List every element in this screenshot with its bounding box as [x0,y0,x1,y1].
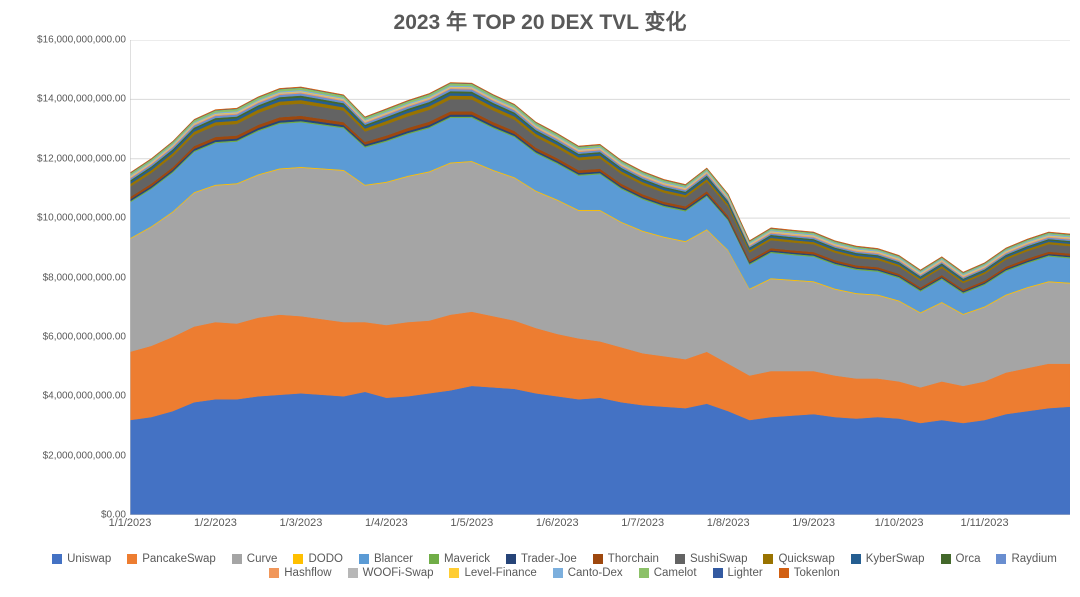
legend-swatch-icon [851,554,861,564]
legend-swatch-icon [506,554,516,564]
legend-swatch-icon [359,554,369,564]
legend-swatch-icon [639,568,649,578]
legend-label: Raydium [1011,553,1056,565]
legend-swatch-icon [553,568,563,578]
y-tick-label: $12,000,000,000.00 [37,153,126,164]
legend-swatch-icon [713,568,723,578]
y-axis: $0.00$2,000,000,000.00$4,000,000,000.00$… [10,40,130,515]
legend-item: KyberSwap [851,553,925,565]
legend-label: Lighter [728,567,763,579]
legend-label: Trader-Joe [521,553,577,565]
chart-title: 2023 年 TOP 20 DEX TVL 变化 [0,6,1080,36]
legend-label: Level-Finance [464,567,536,579]
legend-label: WOOFi-Swap [363,567,434,579]
legend-item: Curve [232,553,278,565]
legend-item: Tokenlon [779,567,840,579]
legend-item: Thorchain [593,553,659,565]
legend-swatch-icon [348,568,358,578]
x-tick-label: 1/5/2023 [450,517,493,529]
x-tick-label: 1/11/2023 [960,517,1008,529]
legend-item: PancakeSwap [127,553,216,565]
legend-item: Raydium [996,553,1056,565]
x-tick-label: 1/3/2023 [279,517,322,529]
legend-swatch-icon [232,554,242,564]
legend-item: Quickswap [763,553,834,565]
x-tick-label: 1/7/2023 [621,517,664,529]
legend-item: Orca [941,553,981,565]
legend-item: Camelot [639,567,697,579]
legend-item: Maverick [429,553,490,565]
legend-item: Level-Finance [449,567,536,579]
legend-label: KyberSwap [866,553,925,565]
legend-item: Trader-Joe [506,553,577,565]
legend-swatch-icon [593,554,603,564]
x-tick-label: 1/10/2023 [875,517,924,529]
x-tick-label: 1/2/2023 [194,517,237,529]
y-tick-label: $14,000,000,000.00 [37,94,126,105]
legend-label: Thorchain [608,553,659,565]
legend-item: WOOFi-Swap [348,567,434,579]
legend-label: DODO [308,553,343,565]
legend-label: Tokenlon [794,567,840,579]
legend-swatch-icon [449,568,459,578]
legend-swatch-icon [941,554,951,564]
y-tick-label: $16,000,000,000.00 [37,35,126,46]
legend-swatch-icon [269,568,279,578]
legend-label: Maverick [444,553,490,565]
legend-label: Orca [956,553,981,565]
legend-swatch-icon [996,554,1006,564]
legend-label: Uniswap [67,553,111,565]
y-tick-label: $8,000,000,000.00 [43,272,126,283]
y-tick-label: $6,000,000,000.00 [43,331,126,342]
plot-area: $0.00$2,000,000,000.00$4,000,000,000.00$… [130,40,1070,515]
legend-swatch-icon [293,554,303,564]
legend-swatch-icon [779,568,789,578]
legend-swatch-icon [675,554,685,564]
x-tick-label: 1/6/2023 [536,517,579,529]
legend-item: Blancer [359,553,413,565]
legend-item: DODO [293,553,343,565]
legend-label: Blancer [374,553,413,565]
legend-item: Hashflow [269,567,331,579]
legend: Uniswap PancakeSwap Curve DODO Blancer Maveri… [0,552,1080,580]
legend-swatch-icon [52,554,62,564]
legend-item: Uniswap [52,553,111,565]
legend-label: SushiSwap [690,553,748,565]
x-tick-label: 1/8/2023 [707,517,750,529]
legend-swatch-icon [127,554,137,564]
x-tick-label: 1/9/2023 [792,517,835,529]
y-tick-label: $10,000,000,000.00 [37,213,126,224]
x-axis: 1/1/20231/2/20231/3/20231/4/20231/5/2023… [130,515,1070,535]
chart-container: 2023 年 TOP 20 DEX TVL 变化 $0.00$2,000,000… [0,0,1080,597]
legend-item: Lighter [713,567,763,579]
x-tick-label: 1/4/2023 [365,517,408,529]
legend-label: Hashflow [284,567,331,579]
legend-label: Camelot [654,567,697,579]
y-tick-label: $2,000,000,000.00 [43,450,126,461]
legend-swatch-icon [763,554,773,564]
legend-label: PancakeSwap [142,553,216,565]
legend-item: SushiSwap [675,553,748,565]
legend-label: Quickswap [778,553,834,565]
x-tick-label: 1/1/2023 [109,517,152,529]
stacked-area-svg [130,40,1070,515]
legend-item: Canto-Dex [553,567,623,579]
legend-label: Curve [247,553,278,565]
y-tick-label: $4,000,000,000.00 [43,391,126,402]
legend-label: Canto-Dex [568,567,623,579]
legend-swatch-icon [429,554,439,564]
